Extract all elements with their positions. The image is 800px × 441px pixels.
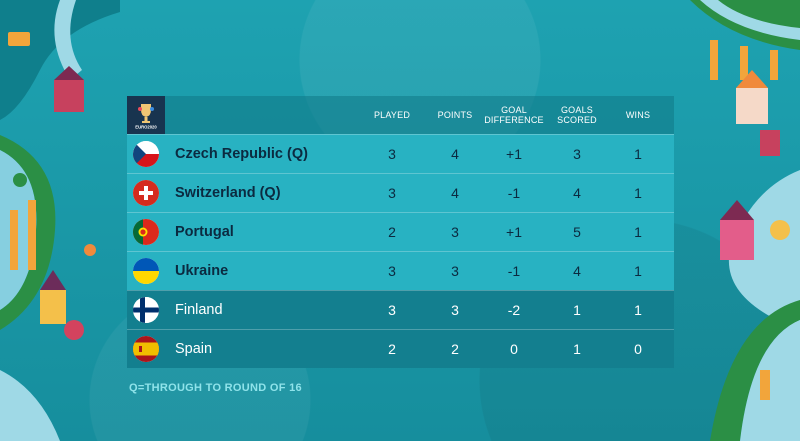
- table-row: Finland 3 3 -2 1 1: [127, 290, 674, 329]
- goal-difference-cell: -1: [507, 185, 521, 201]
- wins-cell: 1: [634, 302, 642, 318]
- goals-scored-cell: 4: [573, 185, 581, 201]
- points-cell: 2: [451, 341, 459, 357]
- table-row: Ukraine 3 3 -1 4 1: [127, 251, 674, 290]
- played-cell: 3: [388, 302, 396, 318]
- wins-column-header: WINS: [625, 110, 651, 120]
- goals-scored-cell: 3: [573, 146, 581, 162]
- played-cell: 3: [388, 146, 396, 162]
- ukraine-flag-icon: [133, 258, 159, 284]
- played-column-header: PLAYED: [373, 110, 411, 120]
- table-row: Czech Republic (Q) 3 4 +1 3 1: [127, 134, 674, 173]
- group-standings-table: EURO2020 PLAYED POINTS GOAL DIFFERENCE G…: [127, 96, 674, 368]
- team-name: Switzerland (Q): [175, 185, 281, 201]
- table-row: Portugal 2 3 +1 5 1: [127, 212, 674, 251]
- points-cell: 4: [451, 185, 459, 201]
- table-row: Switzerland (Q) 3 4 -1 4 1: [127, 173, 674, 212]
- goal-difference-cell: 0: [510, 341, 518, 357]
- switzerland-flag-icon: [133, 180, 159, 206]
- goal-difference-cell: +1: [506, 146, 522, 162]
- table-row: Spain 2 2 0 1 0: [127, 329, 674, 368]
- portugal-flag-icon: [133, 219, 159, 245]
- goal-difference-cell: -1: [507, 263, 521, 279]
- trophy-icon: EURO2020: [135, 104, 157, 130]
- team-name: Czech Republic (Q): [175, 146, 308, 162]
- goals-scored-cell: 1: [573, 302, 581, 318]
- spain-flag-icon: [133, 336, 159, 362]
- euro2020-logo: EURO2020: [127, 96, 165, 134]
- qualification-footnote: Q=THROUGH TO ROUND OF 16: [129, 382, 302, 394]
- goals-scored-cell: 1: [573, 341, 581, 357]
- points-cell: 3: [451, 263, 459, 279]
- played-cell: 3: [388, 185, 396, 201]
- goal-difference-column-header: GOAL DIFFERENCE: [484, 105, 544, 125]
- team-name: Ukraine: [175, 263, 229, 279]
- played-cell: 2: [388, 224, 396, 240]
- czech-republic-flag-icon: [133, 141, 159, 167]
- goals-scored-column-header: GOALS SCORED: [557, 105, 597, 125]
- left-city-illustration: [0, 0, 120, 441]
- points-column-header: POINTS: [437, 110, 473, 120]
- played-cell: 3: [388, 263, 396, 279]
- wins-cell: 0: [634, 341, 642, 357]
- goal-difference-cell: -2: [507, 302, 521, 318]
- goal-difference-cell: +1: [506, 224, 522, 240]
- wins-cell: 1: [634, 263, 642, 279]
- played-cell: 2: [388, 341, 396, 357]
- svg-text:EURO2020: EURO2020: [135, 125, 157, 130]
- right-city-illustration: [690, 0, 800, 441]
- points-cell: 4: [451, 146, 459, 162]
- goals-scored-cell: 5: [573, 224, 581, 240]
- points-cell: 3: [451, 224, 459, 240]
- wins-cell: 1: [634, 146, 642, 162]
- team-name: Finland: [175, 302, 223, 318]
- wins-cell: 1: [634, 185, 642, 201]
- table-header: EURO2020 PLAYED POINTS GOAL DIFFERENCE G…: [127, 96, 674, 134]
- wins-cell: 1: [634, 224, 642, 240]
- finland-flag-icon: [133, 297, 159, 323]
- points-cell: 3: [451, 302, 459, 318]
- team-name: Spain: [175, 341, 213, 357]
- goals-scored-cell: 4: [573, 263, 581, 279]
- team-name: Portugal: [175, 224, 234, 240]
